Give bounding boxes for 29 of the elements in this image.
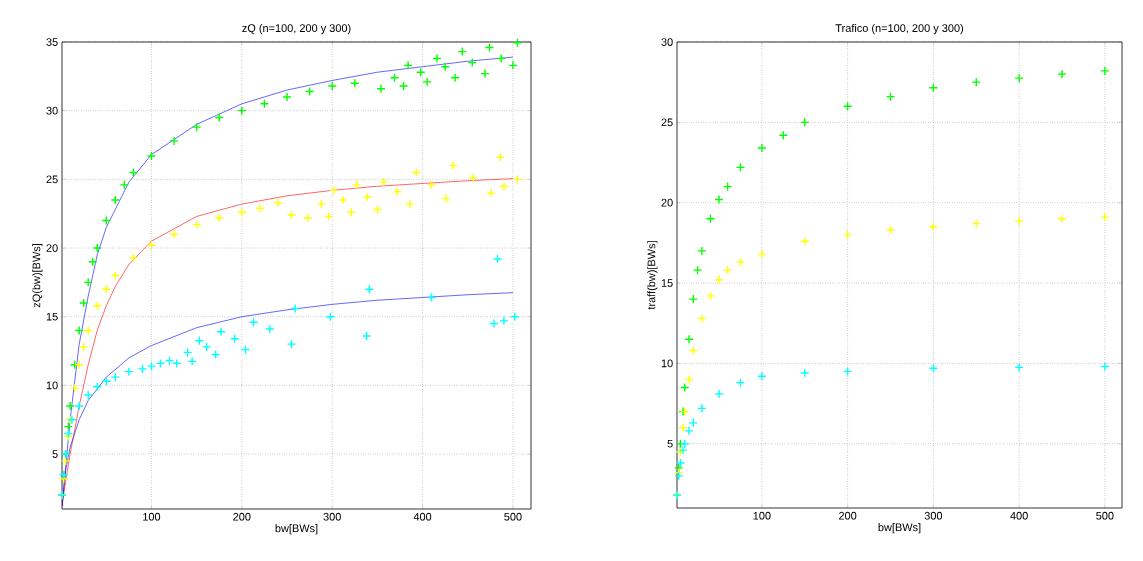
y-tick-label: 15 (661, 279, 673, 287)
x-axis-title: bw[BWs] (275, 524, 318, 535)
y-tick-label: 25 (46, 175, 58, 184)
y-tick-label: 20 (661, 198, 673, 207)
y-axis-title: traff(bw)[BWs] (647, 241, 658, 310)
x-tick-label: 300 (924, 511, 943, 520)
x-tick-label: 100 (753, 511, 771, 520)
x-tick-label: 200 (839, 511, 857, 520)
y-tick-label: 5 (52, 450, 58, 458)
y-axis-title: zQ(bw)[BWs] (32, 244, 43, 308)
y-tick-label: 35 (46, 38, 58, 46)
x-tick-label: 200 (233, 512, 251, 521)
x-tick-label: 400 (1010, 511, 1028, 520)
chart-title: Trafico (n=100, 200 y 300) (835, 23, 964, 35)
x-tick-label: 300 (323, 512, 341, 521)
y-tick-label: 30 (46, 106, 58, 115)
x-tick-label: 100 (143, 512, 161, 521)
y-tick-label: 25 (661, 118, 673, 127)
x-axis-title: bw[BWs] (878, 523, 921, 534)
x-tick-label: 500 (504, 512, 522, 521)
y-tick-label: 5 (667, 439, 673, 448)
x-tick-label: 400 (413, 512, 432, 521)
x-tick-label: 500 (1096, 511, 1114, 520)
y-tick-label: 10 (661, 359, 673, 368)
y-tick-label: 10 (46, 381, 58, 390)
chart-title: zQ (n=100, 200 y 300) (242, 23, 351, 35)
y-tick-label: 20 (46, 244, 58, 252)
y-tick-label: 30 (661, 38, 673, 46)
y-tick-label: 15 (46, 312, 58, 321)
